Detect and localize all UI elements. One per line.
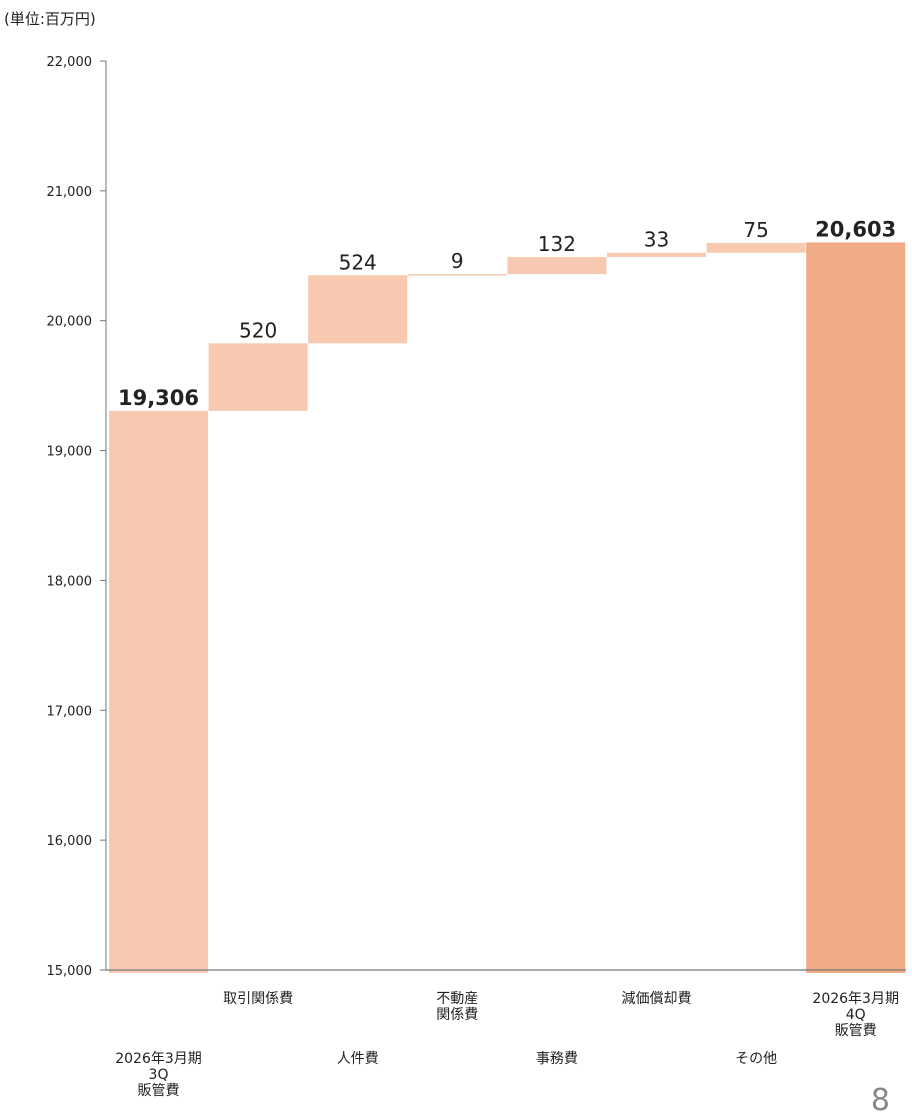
bar: [109, 410, 208, 973]
bar: [507, 256, 607, 275]
y-tick-label: 19,000: [47, 445, 93, 460]
x-category-label: 2026年3月期 3Q 販管費: [115, 1051, 202, 1099]
page-number: 8: [870, 1083, 890, 1118]
y-tick-label: 17,000: [47, 704, 93, 719]
x-category-label: 人件費: [337, 1051, 379, 1067]
x-category-label: 減価償却費: [622, 990, 692, 1007]
bar: [607, 252, 706, 257]
x-category-label: 2026年3月期 4Q 販管費: [812, 991, 899, 1039]
y-tick-label: 18,000: [47, 574, 93, 589]
data-label: 20,603: [815, 217, 896, 241]
data-label: 75: [743, 218, 768, 242]
y-tick-label: 20,000: [47, 315, 93, 330]
x-category-label: その他: [735, 1051, 777, 1067]
data-label: 33: [644, 228, 669, 252]
y-tick-label: 21,000: [47, 185, 93, 200]
y-tick-label: 16,000: [47, 834, 93, 849]
data-label: 524: [339, 250, 377, 274]
bar: [208, 343, 308, 411]
x-category-label: 不動産関係費: [436, 991, 478, 1023]
y-tick-label: 22,000: [47, 55, 93, 70]
x-category-label: 事務費: [536, 1051, 578, 1067]
bar: [308, 275, 408, 344]
bar: [806, 242, 906, 974]
data-label: 132: [538, 232, 576, 256]
data-label: 9: [451, 249, 464, 273]
unit-label: (単位:百万円): [4, 10, 96, 28]
data-label: 19,306: [118, 386, 199, 410]
bar: [706, 242, 806, 253]
bar: [407, 274, 507, 276]
y-tick-label: 15,000: [47, 964, 93, 979]
data-label: 520: [239, 318, 277, 342]
x-category-label: 取引関係費: [223, 991, 293, 1007]
